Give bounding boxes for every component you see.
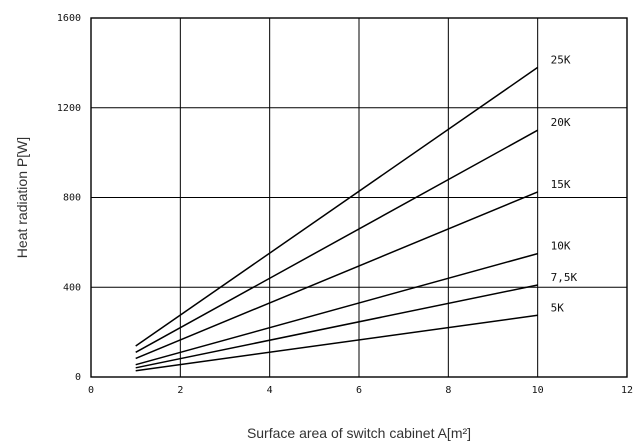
series-line <box>135 284 538 369</box>
y-axis-ticks: 0 400 800 1200 1600 <box>57 13 81 383</box>
series-line <box>135 191 538 360</box>
series-label: 7,5K <box>551 271 578 284</box>
series-label: 5K <box>551 301 565 314</box>
series-label: 25K <box>551 53 571 66</box>
y-tick-label: 1200 <box>57 103 81 114</box>
y-tick-label: 0 <box>75 372 81 383</box>
x-tick-label: 6 <box>356 385 362 396</box>
plot-frame <box>90 17 628 378</box>
y-tick-label: 400 <box>63 282 81 293</box>
series-lines <box>135 66 539 372</box>
x-tick-label: 10 <box>532 385 544 396</box>
grid <box>90 17 628 378</box>
series-line <box>135 252 538 366</box>
x-tick-label: 0 <box>88 385 94 396</box>
y-tick-label: 1600 <box>57 13 81 24</box>
series-label: 10K <box>551 240 571 253</box>
x-tick-label: 8 <box>445 385 451 396</box>
x-axis-label: Surface area of switch cabinet A[m²] <box>247 425 471 441</box>
series-line <box>135 66 539 347</box>
x-axis-ticks: 0 2 4 6 8 10 12 <box>88 385 633 396</box>
y-axis-label: Heat radiation P[W] <box>14 137 30 258</box>
series-labels: 25K 20K 15K 10K 7,5K 5K <box>551 53 578 314</box>
x-tick-label: 4 <box>267 385 273 396</box>
x-tick-label: 2 <box>177 385 183 396</box>
series-label: 20K <box>551 116 571 129</box>
series-label: 15K <box>551 178 571 191</box>
series-line <box>135 129 539 353</box>
series-line <box>135 314 538 372</box>
y-tick-label: 800 <box>63 193 81 204</box>
x-tick-label: 12 <box>621 385 633 396</box>
